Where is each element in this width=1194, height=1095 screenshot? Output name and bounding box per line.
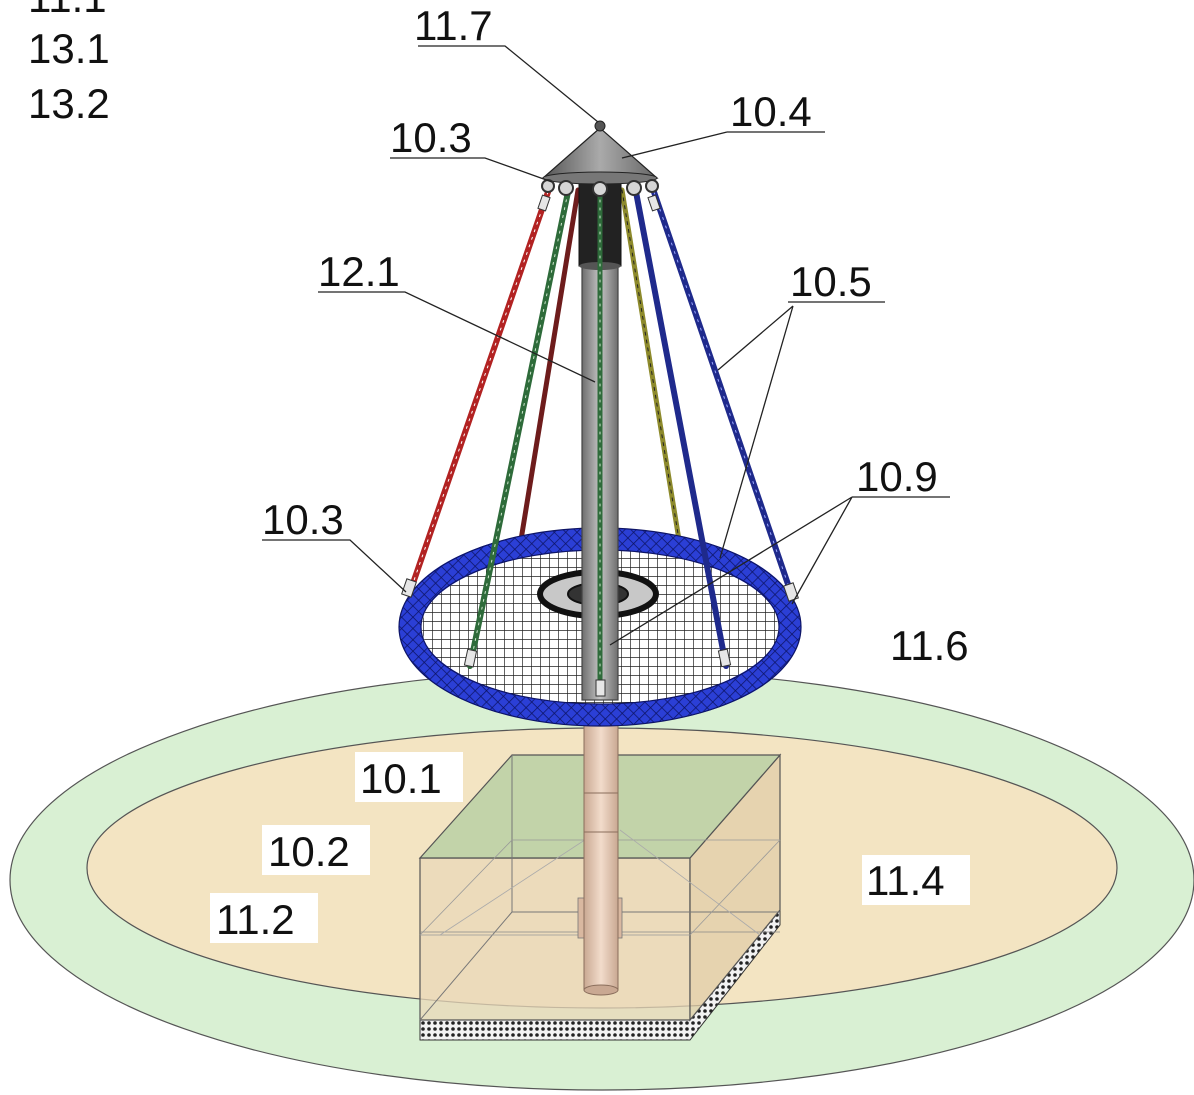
label-ring-left: 10.3 bbox=[262, 496, 344, 543]
label-outer-zone: 11.6 bbox=[890, 622, 969, 669]
leader-lines bbox=[262, 45, 950, 646]
cap bbox=[541, 120, 659, 197]
rope-blue-right bbox=[651, 189, 795, 599]
cap-eyelets bbox=[541, 179, 659, 197]
label-rope-left: 12.1 bbox=[318, 248, 400, 295]
lower-pole bbox=[583, 699, 619, 991]
label-top-left-1: 11.1 bbox=[28, 0, 107, 21]
label-inner-zone: 11.4 bbox=[866, 857, 945, 904]
back-ropes bbox=[517, 187, 683, 549]
label-ring-net: 10.9 bbox=[856, 453, 938, 500]
label-cap-cone: 10.4 bbox=[730, 88, 812, 135]
label-box-top: 10.1 bbox=[360, 755, 442, 802]
label-top-left-3: 13.2 bbox=[28, 80, 110, 127]
label-cap-tip: 11.7 bbox=[414, 2, 493, 49]
label-cap-eyelets: 10.3 bbox=[390, 114, 472, 161]
cap-tip bbox=[594, 120, 606, 132]
label-top-left-2: 13.1 bbox=[28, 25, 110, 72]
label-box-base: 11.2 bbox=[216, 896, 295, 943]
label-rope-right: 10.5 bbox=[790, 258, 872, 305]
rope-end-sleeves bbox=[401, 194, 799, 697]
front-ropes bbox=[407, 189, 795, 697]
label-box-side: 10.2 bbox=[268, 828, 350, 875]
callout-labels: 11.1 13.1 13.2 11.7 10.4 10.3 12.1 10.5 … bbox=[28, 0, 970, 943]
rope-blue-left bbox=[633, 189, 729, 669]
